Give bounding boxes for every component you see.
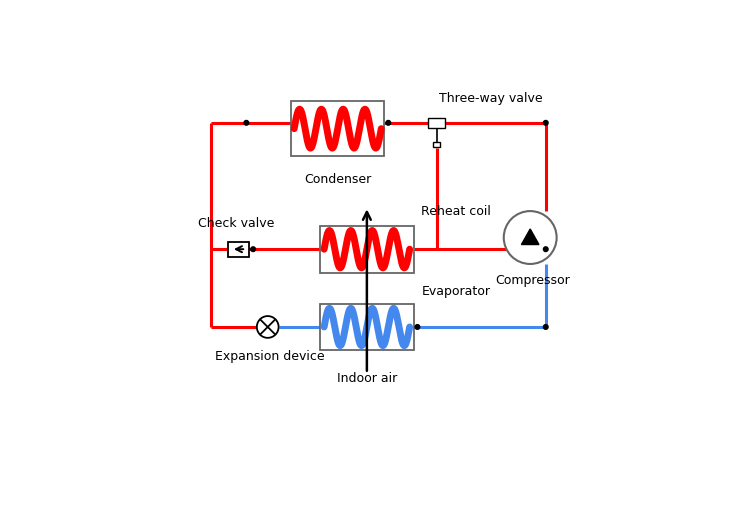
Text: Compressor: Compressor — [495, 274, 569, 287]
Text: Evaporator: Evaporator — [422, 285, 490, 298]
Circle shape — [544, 247, 548, 251]
Circle shape — [244, 121, 249, 125]
Bar — [228, 242, 249, 257]
Bar — [320, 304, 413, 350]
Circle shape — [251, 247, 256, 251]
Bar — [428, 118, 445, 128]
Text: Indoor air: Indoor air — [337, 372, 397, 385]
Text: Reheat coil: Reheat coil — [422, 205, 491, 218]
Polygon shape — [521, 229, 539, 244]
Text: Three-way valve: Three-way valve — [439, 92, 542, 106]
Text: Check valve: Check valve — [199, 217, 274, 230]
Circle shape — [256, 316, 278, 338]
Bar — [291, 102, 385, 156]
Circle shape — [544, 121, 548, 125]
Circle shape — [544, 325, 548, 329]
Bar — [320, 226, 413, 273]
Circle shape — [386, 121, 391, 125]
Text: Expansion device: Expansion device — [214, 349, 325, 363]
Circle shape — [415, 325, 420, 329]
Circle shape — [504, 211, 556, 264]
Bar — [433, 142, 440, 147]
Text: Condenser: Condenser — [304, 173, 371, 186]
